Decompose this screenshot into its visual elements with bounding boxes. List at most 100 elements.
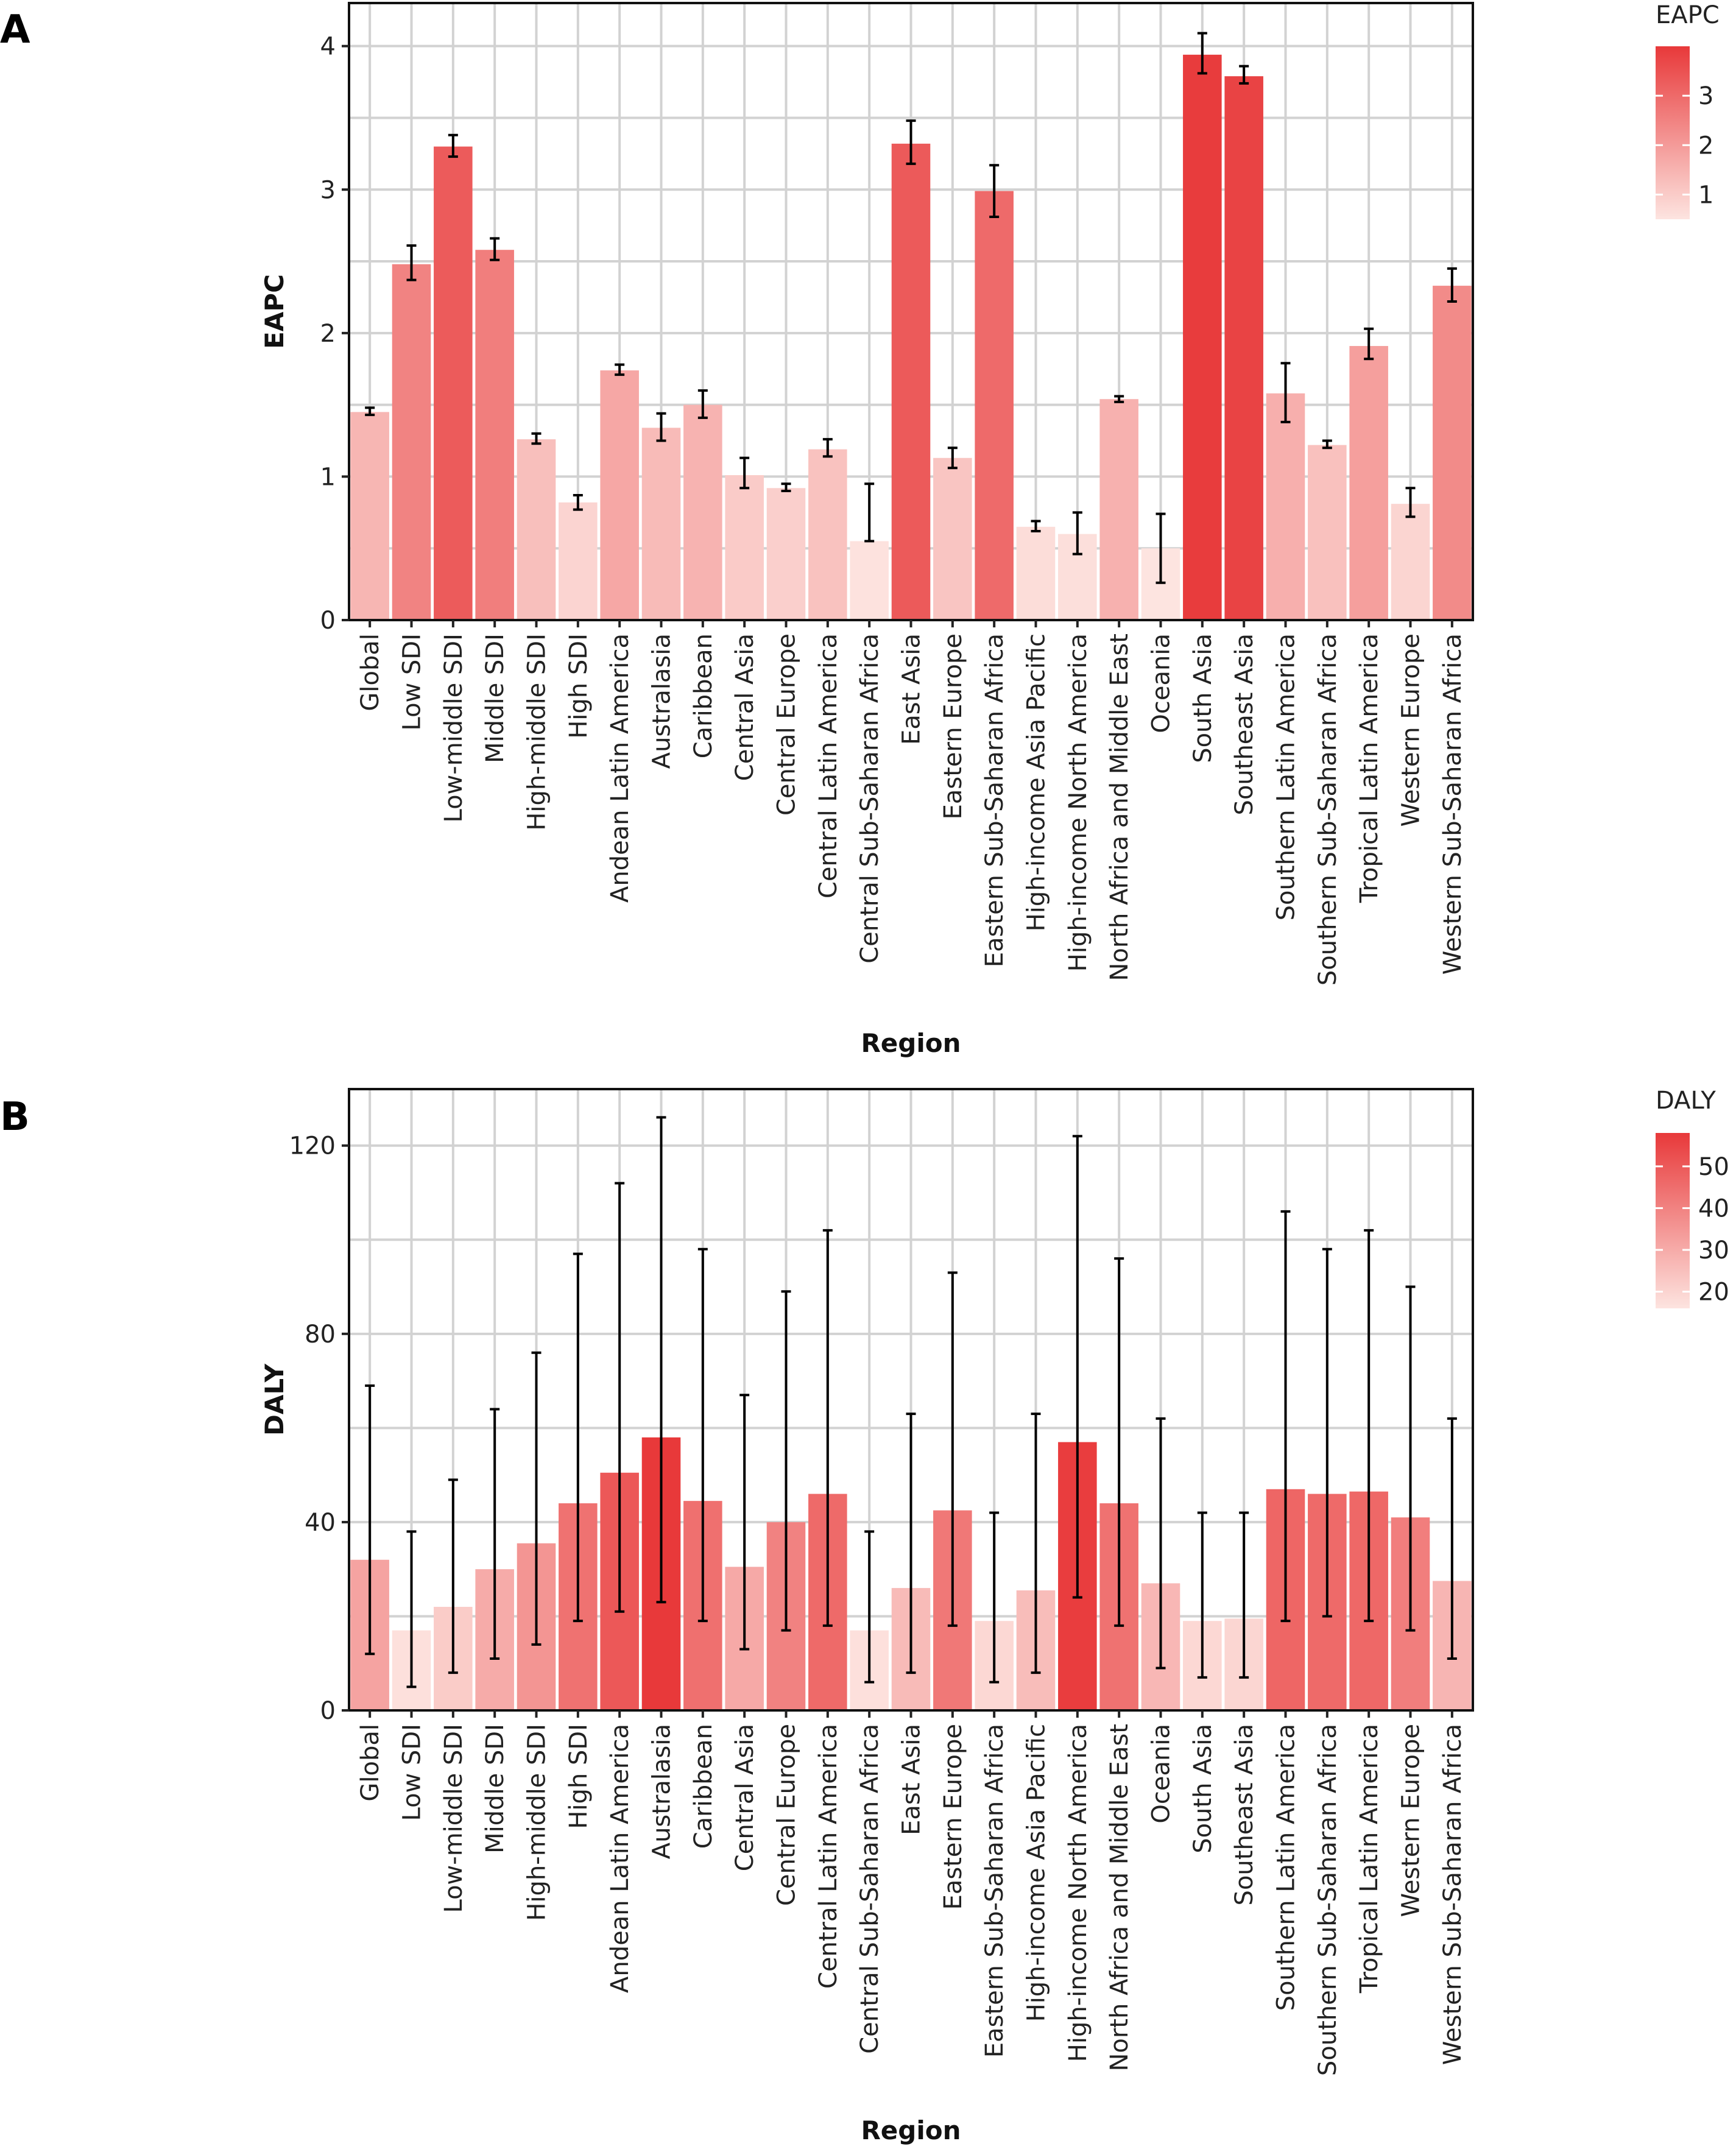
x-tick-label: Caribbean bbox=[690, 633, 718, 758]
legend-title: EAPC bbox=[1656, 1, 1720, 29]
x-axis-title: Region bbox=[861, 1028, 961, 1058]
x-tick-label: High SDI bbox=[565, 633, 593, 739]
x-tick-label: High-middle SDI bbox=[523, 633, 551, 831]
x-tick-label: Low-middle SDI bbox=[440, 1724, 468, 1913]
x-tick-label: Low SDI bbox=[398, 633, 426, 730]
x-tick-label: Tropical Latin America bbox=[1355, 1724, 1383, 1994]
x-tick-label: Central Europe bbox=[773, 633, 801, 816]
x-tick-label: Andean Latin America bbox=[606, 1724, 634, 1993]
y-tick-label: 4 bbox=[320, 33, 336, 61]
y-tick-label: 3 bbox=[320, 176, 336, 204]
bar-a bbox=[850, 541, 889, 620]
x-tick-label: Central Asia bbox=[731, 633, 759, 781]
bar-a bbox=[892, 144, 931, 620]
bar-a bbox=[1433, 286, 1472, 620]
error-bar-a bbox=[1322, 441, 1332, 448]
x-tick-label: Central Latin America bbox=[814, 1724, 842, 1989]
bar-a bbox=[1017, 527, 1056, 620]
bar-a bbox=[517, 439, 556, 620]
legend-tick-label: 50 bbox=[1698, 1153, 1729, 1181]
x-tick-label: High-middle SDI bbox=[523, 1724, 551, 1921]
x-tick-label: Central Europe bbox=[773, 1724, 801, 1906]
x-tick-label: Low-middle SDI bbox=[440, 633, 468, 823]
x-tick-label: High-income North America bbox=[1064, 633, 1092, 972]
legend-tick-label: 3 bbox=[1698, 82, 1713, 110]
x-tick-label: Australasia bbox=[648, 1724, 676, 1859]
x-tick-label: Australasia bbox=[648, 633, 676, 769]
error-bar-a bbox=[782, 484, 791, 491]
x-tick-label: East Asia bbox=[898, 1724, 926, 1835]
bar-a bbox=[1308, 445, 1347, 620]
legend-colorbar bbox=[1656, 1133, 1690, 1308]
legend-tick-label: 2 bbox=[1698, 132, 1713, 160]
x-tick-label: Eastern Sub-Saharan Africa bbox=[981, 633, 1009, 967]
x-tick-label: Eastern Europe bbox=[939, 633, 967, 819]
y-axis-title: EAPC bbox=[259, 274, 289, 349]
y-tick-label: 40 bbox=[305, 1509, 336, 1537]
x-axis-title: Region bbox=[861, 2115, 961, 2145]
bar-a bbox=[767, 488, 806, 620]
bar-a bbox=[559, 503, 598, 620]
legend-tick-label: 40 bbox=[1698, 1194, 1729, 1222]
legend-tick-label: 20 bbox=[1698, 1279, 1729, 1307]
bar-a bbox=[600, 370, 639, 620]
x-tick-label: Global bbox=[356, 1724, 384, 1802]
x-tick-label: Central Sub-Saharan Africa bbox=[856, 1724, 884, 2054]
x-tick-label: Southern Sub-Saharan Africa bbox=[1314, 633, 1342, 986]
x-tick-label: Eastern Europe bbox=[939, 1724, 967, 1910]
legend-colorbar bbox=[1656, 46, 1690, 219]
x-tick-label: Global bbox=[356, 633, 384, 711]
y-tick-label: 0 bbox=[320, 607, 336, 635]
x-tick-label: Oceania bbox=[1148, 633, 1176, 733]
x-tick-label: North Africa and Middle East bbox=[1106, 1724, 1134, 2072]
x-tick-label: Middle SDI bbox=[481, 633, 509, 763]
figure: A 0 1 2 3 4 Global Low SDI Low-middle SDI Middle… bbox=[0, 0, 1736, 2152]
y-tick-label: 80 bbox=[305, 1321, 336, 1349]
bar-a bbox=[1224, 76, 1263, 620]
bar-a bbox=[350, 412, 389, 620]
x-tick-label: Southeast Asia bbox=[1230, 1724, 1258, 1905]
bar-a bbox=[642, 428, 681, 620]
y-tick-label: 2 bbox=[320, 320, 336, 348]
chart-a: 0 1 2 3 4 Global Low SDI Low-middle SDI Middle S… bbox=[259, 1, 1720, 1058]
x-tick-label: Western Europe bbox=[1397, 633, 1425, 827]
x-tick-label: Middle SDI bbox=[481, 1724, 509, 1854]
x-tick-label: Low SDI bbox=[398, 1724, 426, 1821]
x-tick-label: South Asia bbox=[1189, 633, 1217, 763]
x-tick-label: Southern Sub-Saharan Africa bbox=[1314, 1724, 1342, 2076]
bar-a bbox=[392, 264, 431, 620]
y-tick-label: 1 bbox=[320, 463, 336, 491]
x-tick-label: Western Europe bbox=[1397, 1724, 1425, 1917]
x-tick-label: Western Sub-Saharan Africa bbox=[1439, 633, 1467, 975]
x-tick-label: Southern Latin America bbox=[1272, 633, 1300, 920]
x-tick-label: East Asia bbox=[898, 633, 926, 745]
x-tick-label: Eastern Sub-Saharan Africa bbox=[981, 1724, 1009, 2058]
x-tick-label: Central Sub-Saharan Africa bbox=[856, 633, 884, 964]
y-tick-label: 120 bbox=[289, 1132, 336, 1160]
x-tick-label: High-income North America bbox=[1064, 1724, 1092, 2062]
bar-a bbox=[1099, 399, 1138, 620]
bar-a bbox=[1349, 346, 1388, 620]
x-tick-label: Andean Latin America bbox=[606, 633, 634, 903]
error-bar-a bbox=[864, 484, 874, 541]
x-tick-label: Central Latin America bbox=[814, 633, 842, 898]
x-tick-label: Southern Latin America bbox=[1272, 1724, 1300, 2011]
bar-a bbox=[1391, 504, 1430, 620]
error-bar-a bbox=[365, 407, 375, 415]
bar-a bbox=[933, 458, 972, 620]
x-tick-label: South Asia bbox=[1189, 1724, 1217, 1854]
x-tick-label: North Africa and Middle East bbox=[1106, 633, 1134, 981]
bar-a bbox=[1266, 393, 1305, 620]
bar-a bbox=[683, 405, 722, 620]
bar-a bbox=[1183, 55, 1222, 620]
x-tick-label: Oceania bbox=[1148, 1724, 1176, 1824]
panel-letter-a: A bbox=[0, 7, 30, 52]
x-tick-label: High-income Asia Pacific bbox=[1023, 1724, 1051, 2022]
x-tick-label: High SDI bbox=[565, 1724, 593, 1829]
y-tick-label: 0 bbox=[320, 1697, 336, 1725]
panel-letter-b: B bbox=[0, 1095, 30, 1140]
legend-tick-label: 30 bbox=[1698, 1237, 1729, 1265]
legend-tick-label: 1 bbox=[1698, 181, 1713, 209]
x-tick-label: Central Asia bbox=[731, 1724, 759, 1871]
bar-a bbox=[434, 147, 473, 620]
